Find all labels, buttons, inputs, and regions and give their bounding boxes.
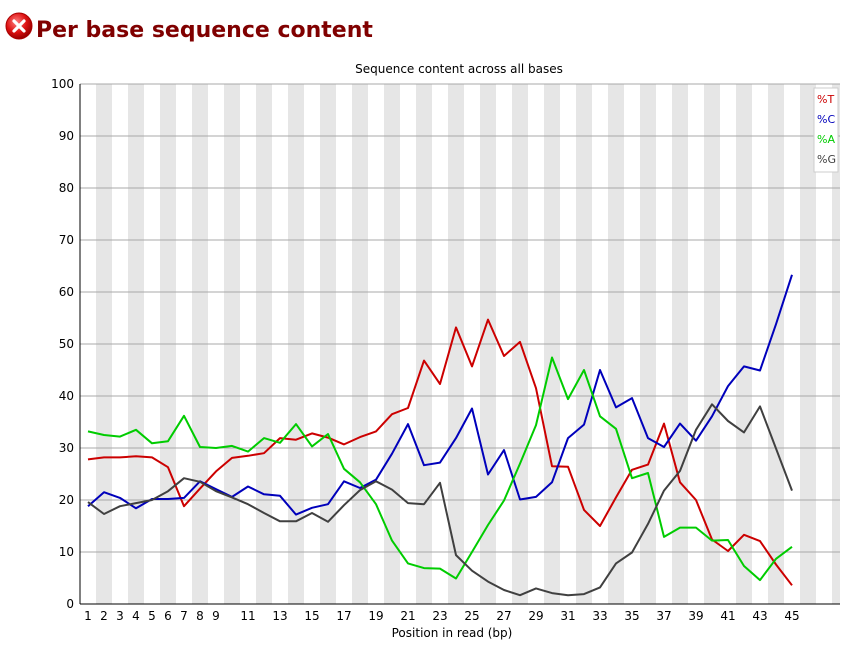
x-tick-label: 13 — [272, 609, 287, 623]
page-title: Per base sequence content — [36, 17, 373, 43]
y-tick-label: 20 — [59, 493, 74, 507]
x-axis-label: Position in read (bp) — [392, 626, 513, 640]
x-tick-label: 23 — [432, 609, 447, 623]
series-line-g — [87, 403, 793, 597]
legend-entry: %T — [817, 93, 834, 106]
legend-entry: %G — [817, 153, 836, 166]
horizontal-gridlines — [80, 83, 840, 553]
y-tick-label: 0 — [66, 597, 74, 611]
x-tick-label: 21 — [400, 609, 415, 623]
y-tick-label: 30 — [59, 441, 74, 455]
series-line-a — [87, 356, 793, 582]
y-tick-label: 70 — [59, 233, 74, 247]
x-tick-label: 45 — [784, 609, 799, 623]
legend: %T %C %A %G — [813, 87, 839, 173]
x-tick-label: 1 — [84, 609, 92, 623]
x-tick-label: 9 — [212, 609, 220, 623]
x-tick-label: 35 — [624, 609, 639, 623]
x-tick-label: 8 — [196, 609, 204, 623]
x-tick-label: 3 — [116, 609, 124, 623]
x-tick-label: 29 — [528, 609, 543, 623]
x-tick-label: 17 — [336, 609, 351, 623]
series-lines — [87, 274, 793, 597]
x-tick-label: 31 — [560, 609, 575, 623]
y-tick-labels: 0 10 20 30 40 50 60 70 80 90 100 — [51, 77, 74, 611]
legend-entry: %A — [817, 133, 835, 146]
chart-title: Sequence content across all bases — [355, 62, 563, 76]
y-tick-label: 80 — [59, 181, 74, 195]
x-tick-label: 11 — [240, 609, 255, 623]
y-tick-label: 40 — [59, 389, 74, 403]
x-tick-label: 7 — [180, 609, 188, 623]
legend-entry: %C — [817, 113, 835, 126]
x-tick-labels: 1 2 3 4 5 6 7 8 9 11 13 15 17 19 21 23 25 27 29 31 33 35 37 39 4… — [84, 609, 799, 623]
x-tick-label: 6 — [164, 609, 172, 623]
x-tick-label: 5 — [148, 609, 156, 623]
y-tick-label: 90 — [59, 129, 74, 143]
y-tick-label: 60 — [59, 285, 74, 299]
page-header: Per base sequence content — [4, 6, 373, 46]
legend-box — [813, 87, 839, 173]
x-tick-label: 27 — [496, 609, 511, 623]
x-tick-label: 41 — [720, 609, 735, 623]
y-tick-label: 100 — [51, 77, 74, 91]
x-tick-label: 2 — [100, 609, 108, 623]
x-tick-label: 25 — [464, 609, 479, 623]
y-tick-label: 10 — [59, 545, 74, 559]
x-tick-label: 33 — [592, 609, 607, 623]
x-tick-label: 37 — [656, 609, 671, 623]
x-tick-label: 39 — [688, 609, 703, 623]
x-tick-label: 15 — [304, 609, 319, 623]
x-tick-label: 4 — [132, 609, 140, 623]
axes — [79, 84, 840, 605]
x-tick-label: 19 — [368, 609, 383, 623]
y-tick-label: 50 — [59, 337, 74, 351]
x-tick-label: 43 — [752, 609, 767, 623]
fail-icon — [5, 12, 33, 40]
